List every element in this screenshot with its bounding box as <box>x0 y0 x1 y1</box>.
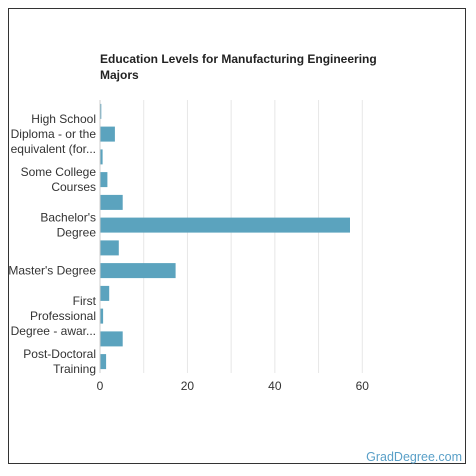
y-tick-label: Bachelor's <box>40 211 96 225</box>
bar <box>100 308 104 324</box>
y-tick-label: Diploma - or the <box>11 127 97 141</box>
y-tick-label: Training <box>53 362 96 376</box>
y-tick-label: First <box>73 294 97 308</box>
bar <box>100 331 123 347</box>
y-tick-label: Degree <box>57 226 97 240</box>
chart-title-line-1: Education Levels for Manufacturing Engin… <box>100 52 377 66</box>
bar <box>100 172 108 188</box>
x-tick-label: 0 <box>97 379 104 393</box>
bar <box>100 240 119 256</box>
y-tick-label: Professional <box>30 309 96 323</box>
y-tick-label: Master's Degree <box>8 264 96 278</box>
bar <box>100 285 110 301</box>
chart-title-line-2: Majors <box>100 68 139 82</box>
bar <box>100 217 350 233</box>
chart-title: Education Levels for Manufacturing Engin… <box>100 51 400 83</box>
y-tick-label: High School <box>31 112 96 126</box>
y-tick-label: Some College <box>21 165 97 179</box>
bar <box>100 263 176 279</box>
x-tick-label: 20 <box>181 379 195 393</box>
bar <box>100 354 107 370</box>
y-tick-label: Courses <box>51 180 96 194</box>
y-tick-label: Degree - awar... <box>11 324 96 338</box>
bar <box>100 103 102 119</box>
y-tick-label: Post-Doctoral <box>23 347 96 361</box>
bar <box>100 149 103 165</box>
bar <box>100 194 123 210</box>
site-watermark[interactable]: GradDegree.com <box>366 450 462 464</box>
y-tick-label: equivalent (for... <box>11 142 96 156</box>
x-tick-label: 60 <box>356 379 370 393</box>
x-tick-label: 40 <box>268 379 282 393</box>
bar <box>100 126 115 142</box>
chart-frame <box>8 8 466 464</box>
